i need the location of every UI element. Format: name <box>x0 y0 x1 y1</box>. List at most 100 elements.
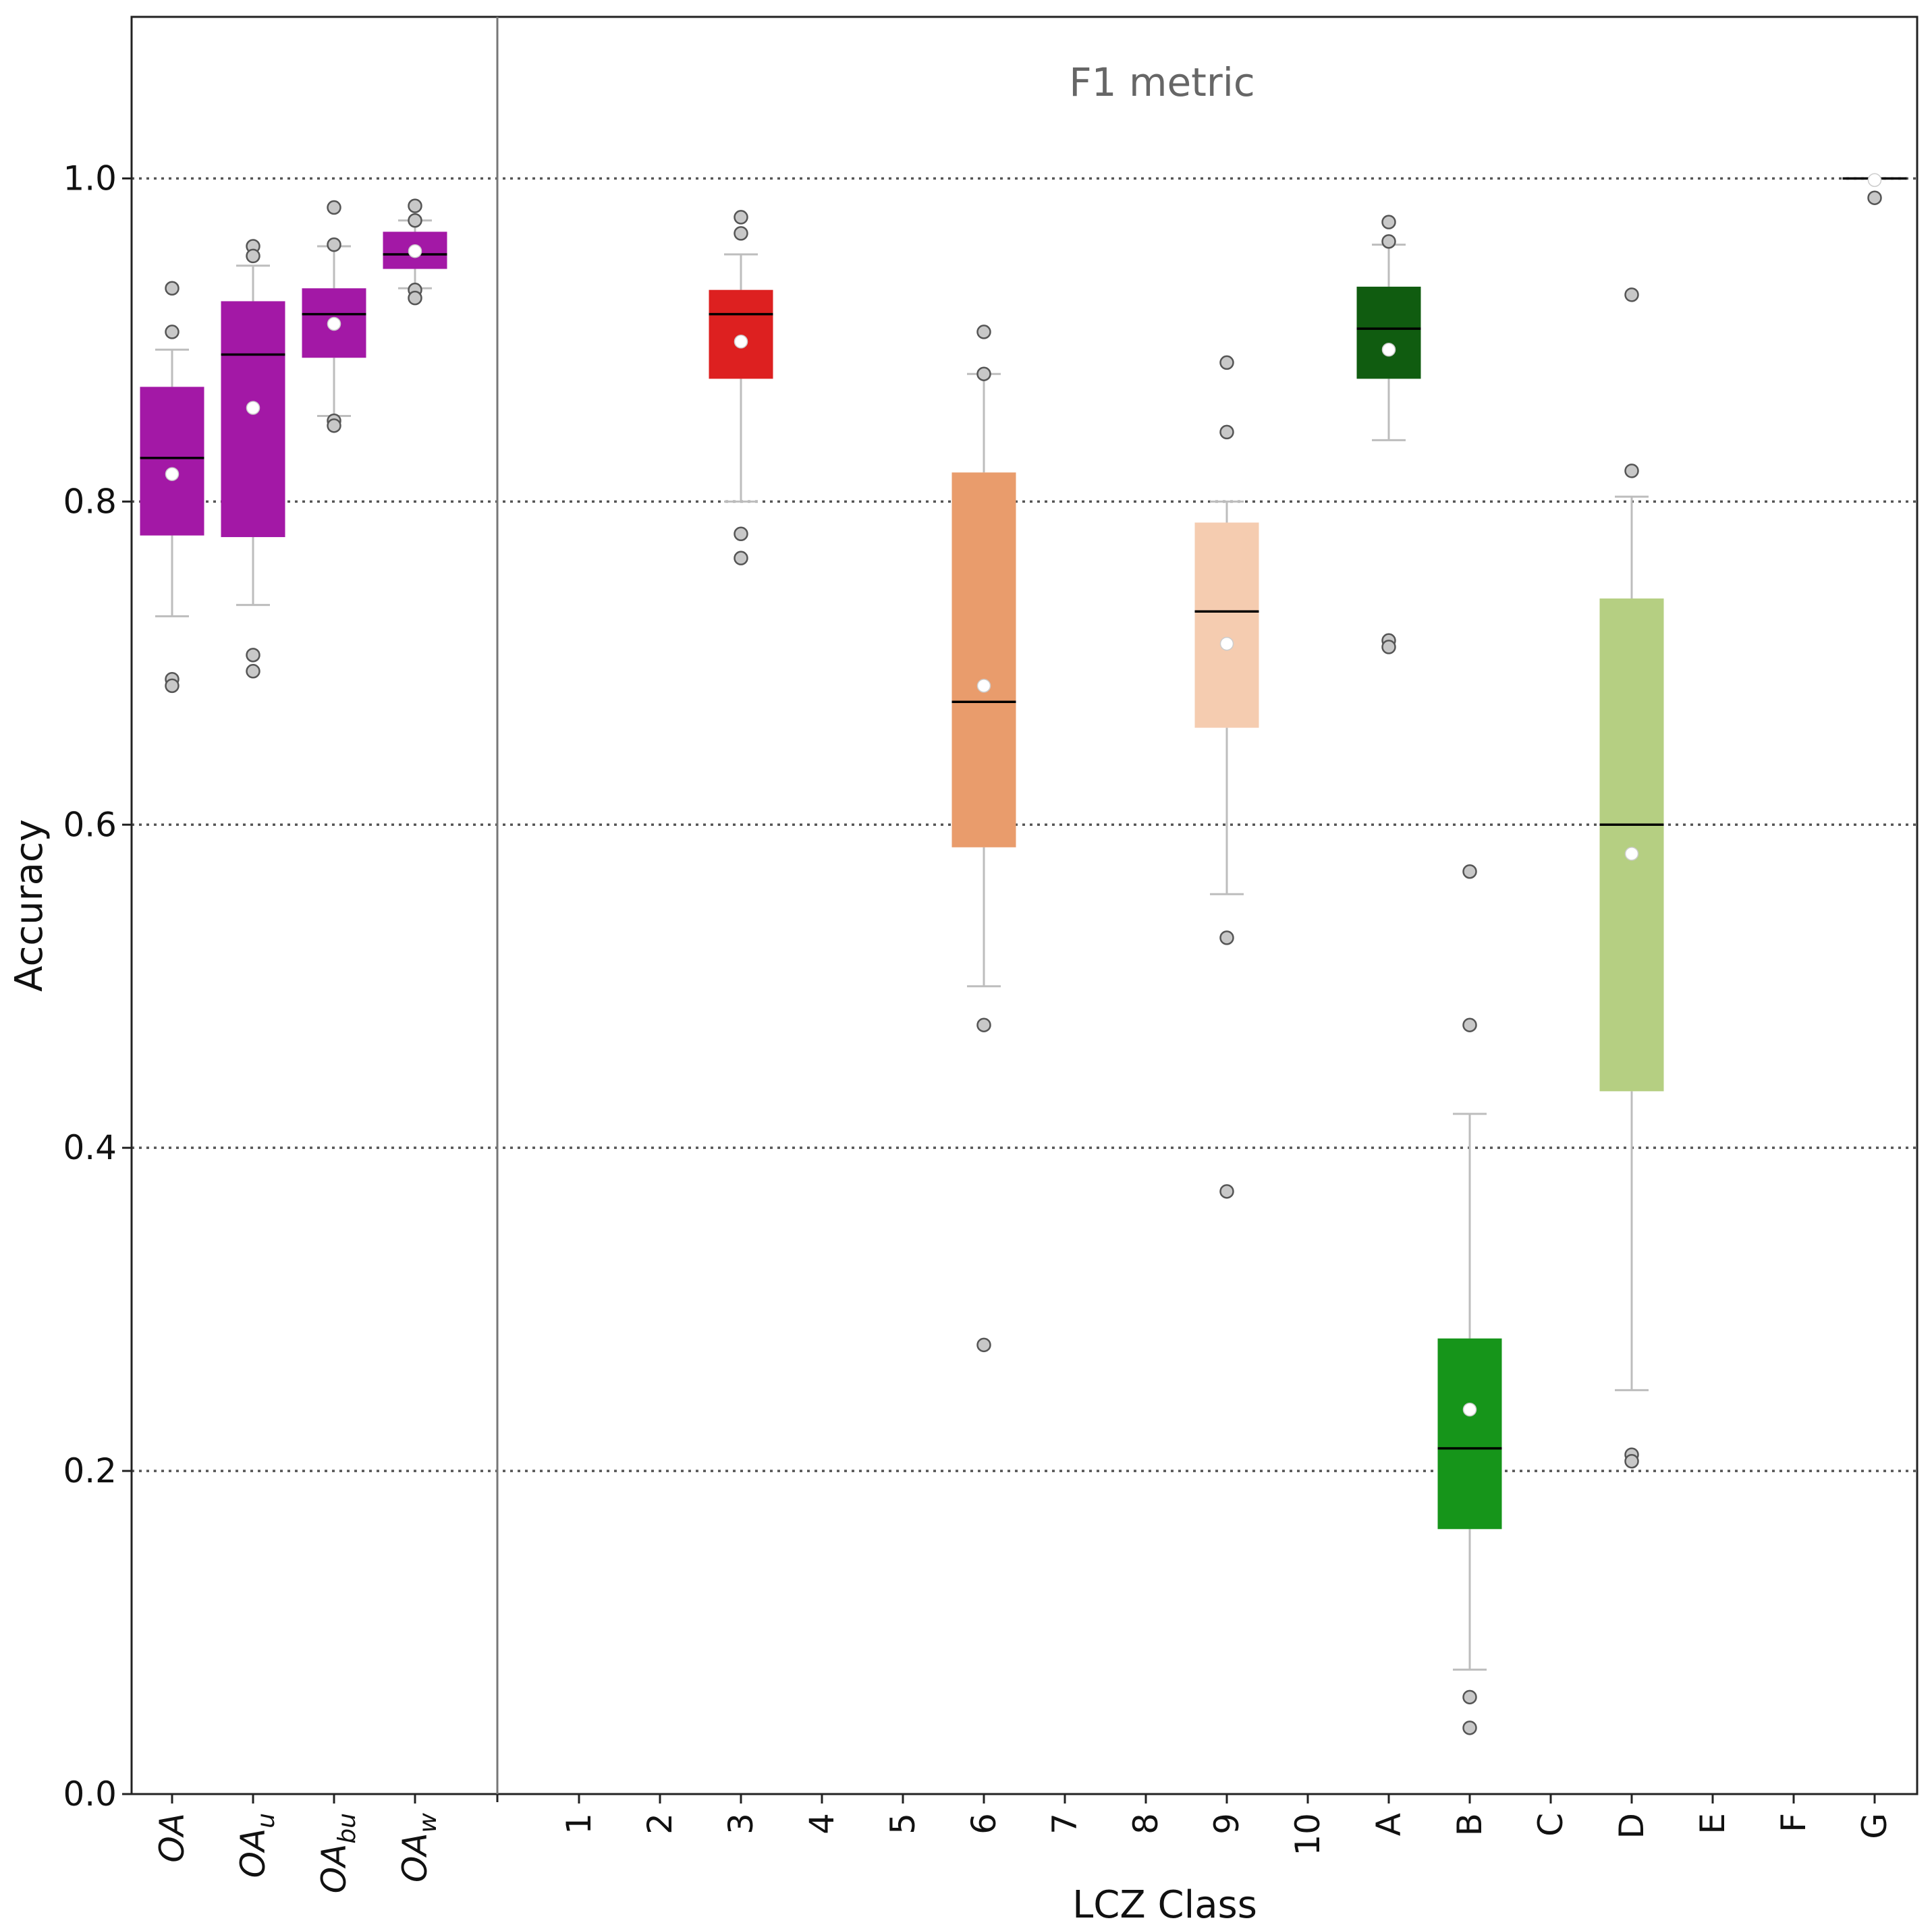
outlier-point <box>734 226 748 241</box>
x-tick-label: 5 <box>883 1813 922 1835</box>
x-tick-label-subscript: w <box>414 1812 442 1833</box>
x-tick-label: OAu <box>233 1813 280 1878</box>
outlier-point <box>1624 464 1639 478</box>
outlier-point <box>734 551 748 565</box>
outlier-point <box>1624 287 1639 302</box>
box-body <box>1356 286 1421 379</box>
outlier-point <box>976 1017 991 1032</box>
box-body <box>951 472 1016 847</box>
x-tick-label: 10 <box>1288 1813 1327 1856</box>
outlier-point <box>1381 234 1396 249</box>
mean-marker <box>1381 343 1396 357</box>
x-tick-label: E <box>1693 1813 1732 1835</box>
outlier-point <box>1219 930 1234 945</box>
x-tick-label: OA <box>153 1813 192 1863</box>
x-tick-label-subscript: u <box>252 1813 280 1828</box>
outlier-point <box>1462 864 1477 879</box>
y-tick-label: 0.6 <box>63 805 117 844</box>
box-group <box>709 210 773 565</box>
labels: F1 metric Accuracy LCZ Class 0.0 0.2 0.4 0.… <box>7 59 1894 1927</box>
x-tick-label-base: OA <box>314 1844 354 1894</box>
x-tick-label: 8 <box>1126 1813 1165 1835</box>
outlier-point <box>1624 1453 1639 1469</box>
box-body <box>221 301 285 538</box>
mean-marker <box>1624 847 1639 861</box>
outlier-point <box>1219 1184 1234 1199</box>
outlier-point <box>327 200 341 215</box>
y-tick-label: 0.2 <box>63 1451 117 1490</box>
outlier-point <box>327 237 341 252</box>
box-group <box>140 281 204 694</box>
x-tick-label: 4 <box>802 1813 841 1835</box>
box-body <box>709 289 773 379</box>
mean-marker <box>327 316 341 331</box>
outlier-point <box>1462 1689 1477 1705</box>
x-tick-label: D <box>1612 1813 1651 1839</box>
x-tick-label: C <box>1531 1813 1570 1837</box>
mean-marker <box>165 467 180 481</box>
outlier-point <box>246 248 260 264</box>
outlier-point <box>976 366 991 381</box>
outlier-point <box>1219 355 1234 370</box>
y-axis-label: Accuracy <box>7 819 51 992</box>
box-group <box>1599 287 1664 1469</box>
outlier-point <box>408 198 422 213</box>
box-group <box>1356 215 1421 654</box>
x-tick-label: OAw <box>395 1812 442 1882</box>
mean-marker <box>246 401 260 415</box>
x-tick-label: 1 <box>559 1813 599 1835</box>
x-tick-label-base: OA <box>395 1833 435 1882</box>
outlier-point <box>165 325 180 339</box>
y-tick-label: 1.0 <box>63 159 117 198</box>
mean-marker <box>1867 173 1882 188</box>
outlier-point <box>734 210 748 225</box>
plot-frame <box>130 16 1919 1795</box>
x-tick-label-base: OA <box>233 1828 273 1878</box>
box-group <box>383 198 447 306</box>
outlier-point <box>246 648 260 663</box>
x-tick-label: 7 <box>1045 1813 1084 1835</box>
mean-marker <box>408 244 422 258</box>
box-series <box>140 173 1907 1735</box>
box-group <box>1842 173 1907 205</box>
x-tick-label: A <box>1369 1813 1408 1836</box>
x-tick-label: 6 <box>964 1813 1003 1835</box>
x-tick-label: B <box>1450 1813 1489 1836</box>
box-group <box>1437 864 1502 1735</box>
box-body <box>1599 598 1664 1092</box>
box-group <box>302 200 366 433</box>
box-body <box>140 387 204 536</box>
outlier-point <box>327 418 341 433</box>
x-tick-label: 2 <box>640 1813 680 1835</box>
x-axis-label: LCZ Class <box>1072 1883 1257 1927</box>
outlier-point <box>408 290 422 306</box>
x-tick-label: 3 <box>721 1813 761 1835</box>
y-tick-label: 0.8 <box>63 482 117 521</box>
box-body <box>1437 1338 1502 1530</box>
outlier-point <box>1381 640 1396 654</box>
outlier-point <box>1867 190 1882 205</box>
box-group <box>1194 355 1259 1199</box>
outlier-point <box>976 1337 991 1353</box>
mean-marker <box>734 335 748 349</box>
outlier-point <box>246 664 260 679</box>
outlier-point <box>1219 424 1234 440</box>
x-tick-label: 9 <box>1207 1813 1246 1835</box>
outlier-point <box>1462 1017 1477 1032</box>
mean-marker <box>1462 1402 1477 1417</box>
outlier-point <box>976 325 991 339</box>
box-body <box>1194 522 1259 728</box>
outlier-point <box>734 526 748 542</box>
x-tick-label-subscript: bu <box>333 1813 361 1844</box>
y-tick-label: 0.0 <box>63 1774 117 1814</box>
mean-marker <box>1219 636 1234 651</box>
axes <box>122 16 1919 1804</box>
y-tick-label: 0.4 <box>63 1128 117 1167</box>
gridlines <box>132 177 1917 1472</box>
box-group <box>221 239 285 679</box>
outlier-point <box>1381 215 1396 229</box>
outlier-point <box>408 213 422 228</box>
box-group <box>951 325 1016 1353</box>
outlier-point <box>165 281 180 296</box>
